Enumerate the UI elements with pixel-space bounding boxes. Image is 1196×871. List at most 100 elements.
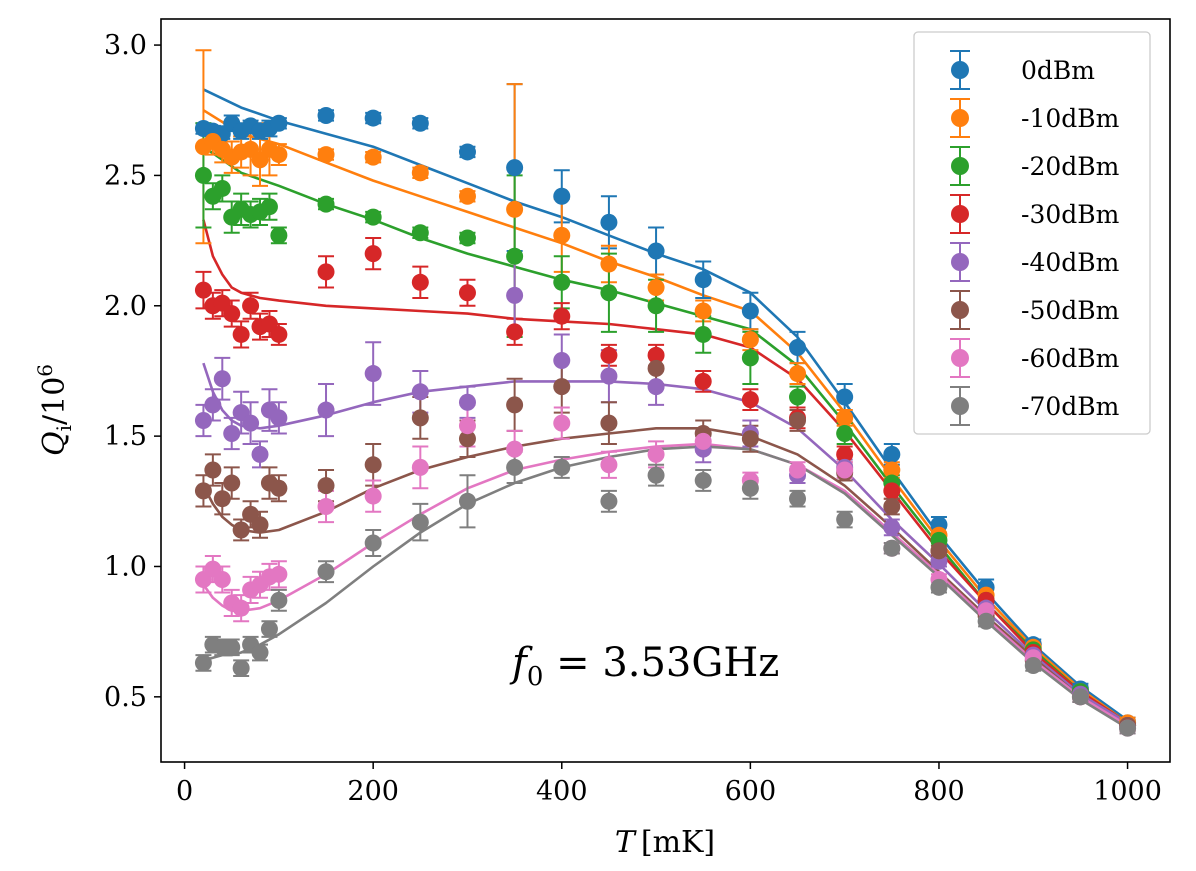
x-axis-var: T (615, 825, 637, 860)
data-point (458, 187, 476, 205)
y-tick-label: 1.0 (104, 551, 147, 582)
data-point (553, 378, 571, 396)
y-axis-sub: i (52, 425, 76, 431)
legend-label: 0dBm (1021, 56, 1095, 85)
data-point (251, 516, 269, 534)
y-axis-var: Q (37, 431, 72, 456)
data-point (364, 148, 382, 166)
data-point (600, 255, 618, 273)
data-point (251, 445, 269, 463)
y-tick-label: 2.0 (104, 291, 147, 322)
data-point (204, 461, 222, 479)
legend-marker (951, 397, 969, 415)
data-point (317, 477, 335, 495)
legend-label: -70dBm (1021, 392, 1120, 421)
data-point (694, 471, 712, 489)
data-point (270, 479, 288, 497)
x-axis-label: T [mK] (615, 825, 715, 860)
data-point (232, 599, 250, 617)
data-point (647, 359, 665, 377)
data-point (194, 411, 212, 429)
data-point (232, 325, 250, 343)
data-point (553, 352, 571, 370)
annotation-sub: 0 (527, 662, 544, 692)
data-point (223, 638, 241, 656)
legend-marker (951, 61, 969, 79)
data-point (741, 331, 759, 349)
data-point (883, 461, 901, 479)
data-point (789, 388, 807, 406)
data-point (506, 159, 524, 177)
data-point (647, 346, 665, 364)
data-point (364, 365, 382, 383)
data-point (317, 195, 335, 213)
data-point (600, 213, 618, 231)
data-point (458, 143, 476, 161)
data-point (458, 417, 476, 435)
x-tick-label: 400 (536, 776, 588, 807)
data-point (270, 325, 288, 343)
data-point (506, 247, 524, 265)
data-point (232, 659, 250, 677)
data-point (553, 187, 571, 205)
data-point (213, 490, 231, 508)
data-point (506, 200, 524, 218)
data-point (194, 482, 212, 500)
data-point (506, 323, 524, 341)
legend-label: -30dBm (1021, 200, 1120, 229)
data-point (223, 474, 241, 492)
data-point (317, 106, 335, 124)
data-point (411, 224, 429, 242)
data-point (223, 425, 241, 443)
data-point (647, 279, 665, 297)
data-point (364, 487, 382, 505)
data-point (647, 466, 665, 484)
data-point (741, 479, 759, 497)
data-point (364, 456, 382, 474)
legend-marker (951, 205, 969, 223)
data-point (836, 425, 854, 443)
legend-label: -40dBm (1021, 248, 1120, 277)
data-point (364, 208, 382, 226)
data-point (317, 563, 335, 581)
data-point (213, 571, 231, 589)
data-point (458, 393, 476, 411)
y-axis-label: Qi/106 (33, 364, 76, 456)
data-point (836, 409, 854, 427)
y-tick-label: 3.0 (104, 30, 147, 61)
data-point (789, 461, 807, 479)
data-point (883, 518, 901, 536)
frequency-annotation: f0 = 3.53GHz (509, 640, 779, 692)
data-point (741, 349, 759, 367)
data-point (789, 365, 807, 383)
x-tick-label: 600 (725, 776, 777, 807)
data-point (600, 456, 618, 474)
data-point (364, 109, 382, 127)
data-point (694, 325, 712, 343)
x-tick-label: 800 (913, 776, 965, 807)
data-point (694, 302, 712, 320)
data-point (1071, 688, 1089, 706)
data-point (553, 414, 571, 432)
data-point (600, 367, 618, 385)
data-point (1024, 657, 1042, 675)
data-point (883, 539, 901, 557)
data-point (647, 445, 665, 463)
y-axis-exp: 6 (33, 364, 57, 377)
data-point (317, 263, 335, 281)
data-point (232, 521, 250, 539)
data-point (270, 226, 288, 244)
data-point (789, 411, 807, 429)
y-tick-label: 0.5 (104, 682, 147, 713)
legend-marker (951, 157, 969, 175)
data-point (553, 226, 571, 244)
legend: 0dBm -10dBm -20dBm -30dBm -40dBm -50dBm -60dBm… (913, 31, 1151, 435)
plot-area (194, 49, 1137, 737)
data-point (600, 284, 618, 302)
data-point (836, 511, 854, 529)
data-point (458, 492, 476, 510)
data-point (270, 146, 288, 164)
x-tick-label: 0 (176, 776, 193, 807)
data-point (213, 179, 231, 197)
